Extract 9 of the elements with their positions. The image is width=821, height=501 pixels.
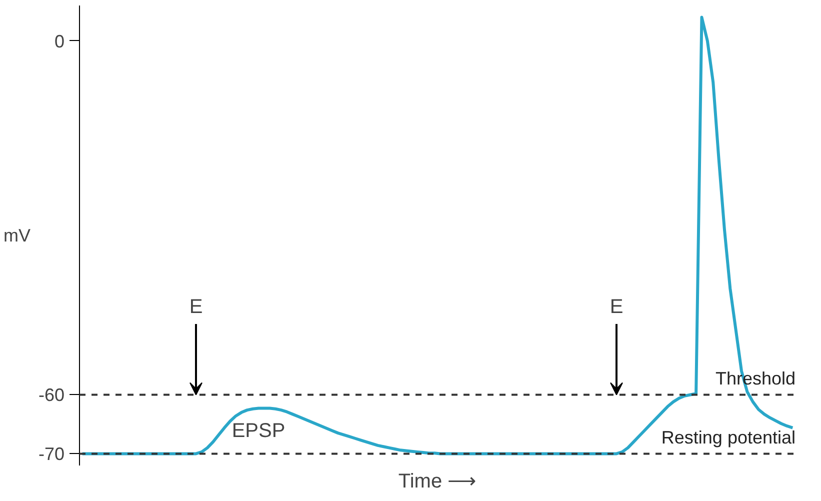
annotation: EPSP: [232, 420, 286, 442]
y-axis-title: mV: [3, 226, 30, 246]
y-tick-label: -70: [38, 444, 64, 464]
y-tick-label: 0: [54, 31, 65, 52]
y-tick-label: -60: [38, 385, 64, 406]
annotation: E: [610, 296, 624, 318]
x-axis-title: Time ⟶: [398, 470, 477, 492]
ref-line-label: Resting potential: [661, 428, 796, 448]
annotation: E: [189, 296, 203, 318]
